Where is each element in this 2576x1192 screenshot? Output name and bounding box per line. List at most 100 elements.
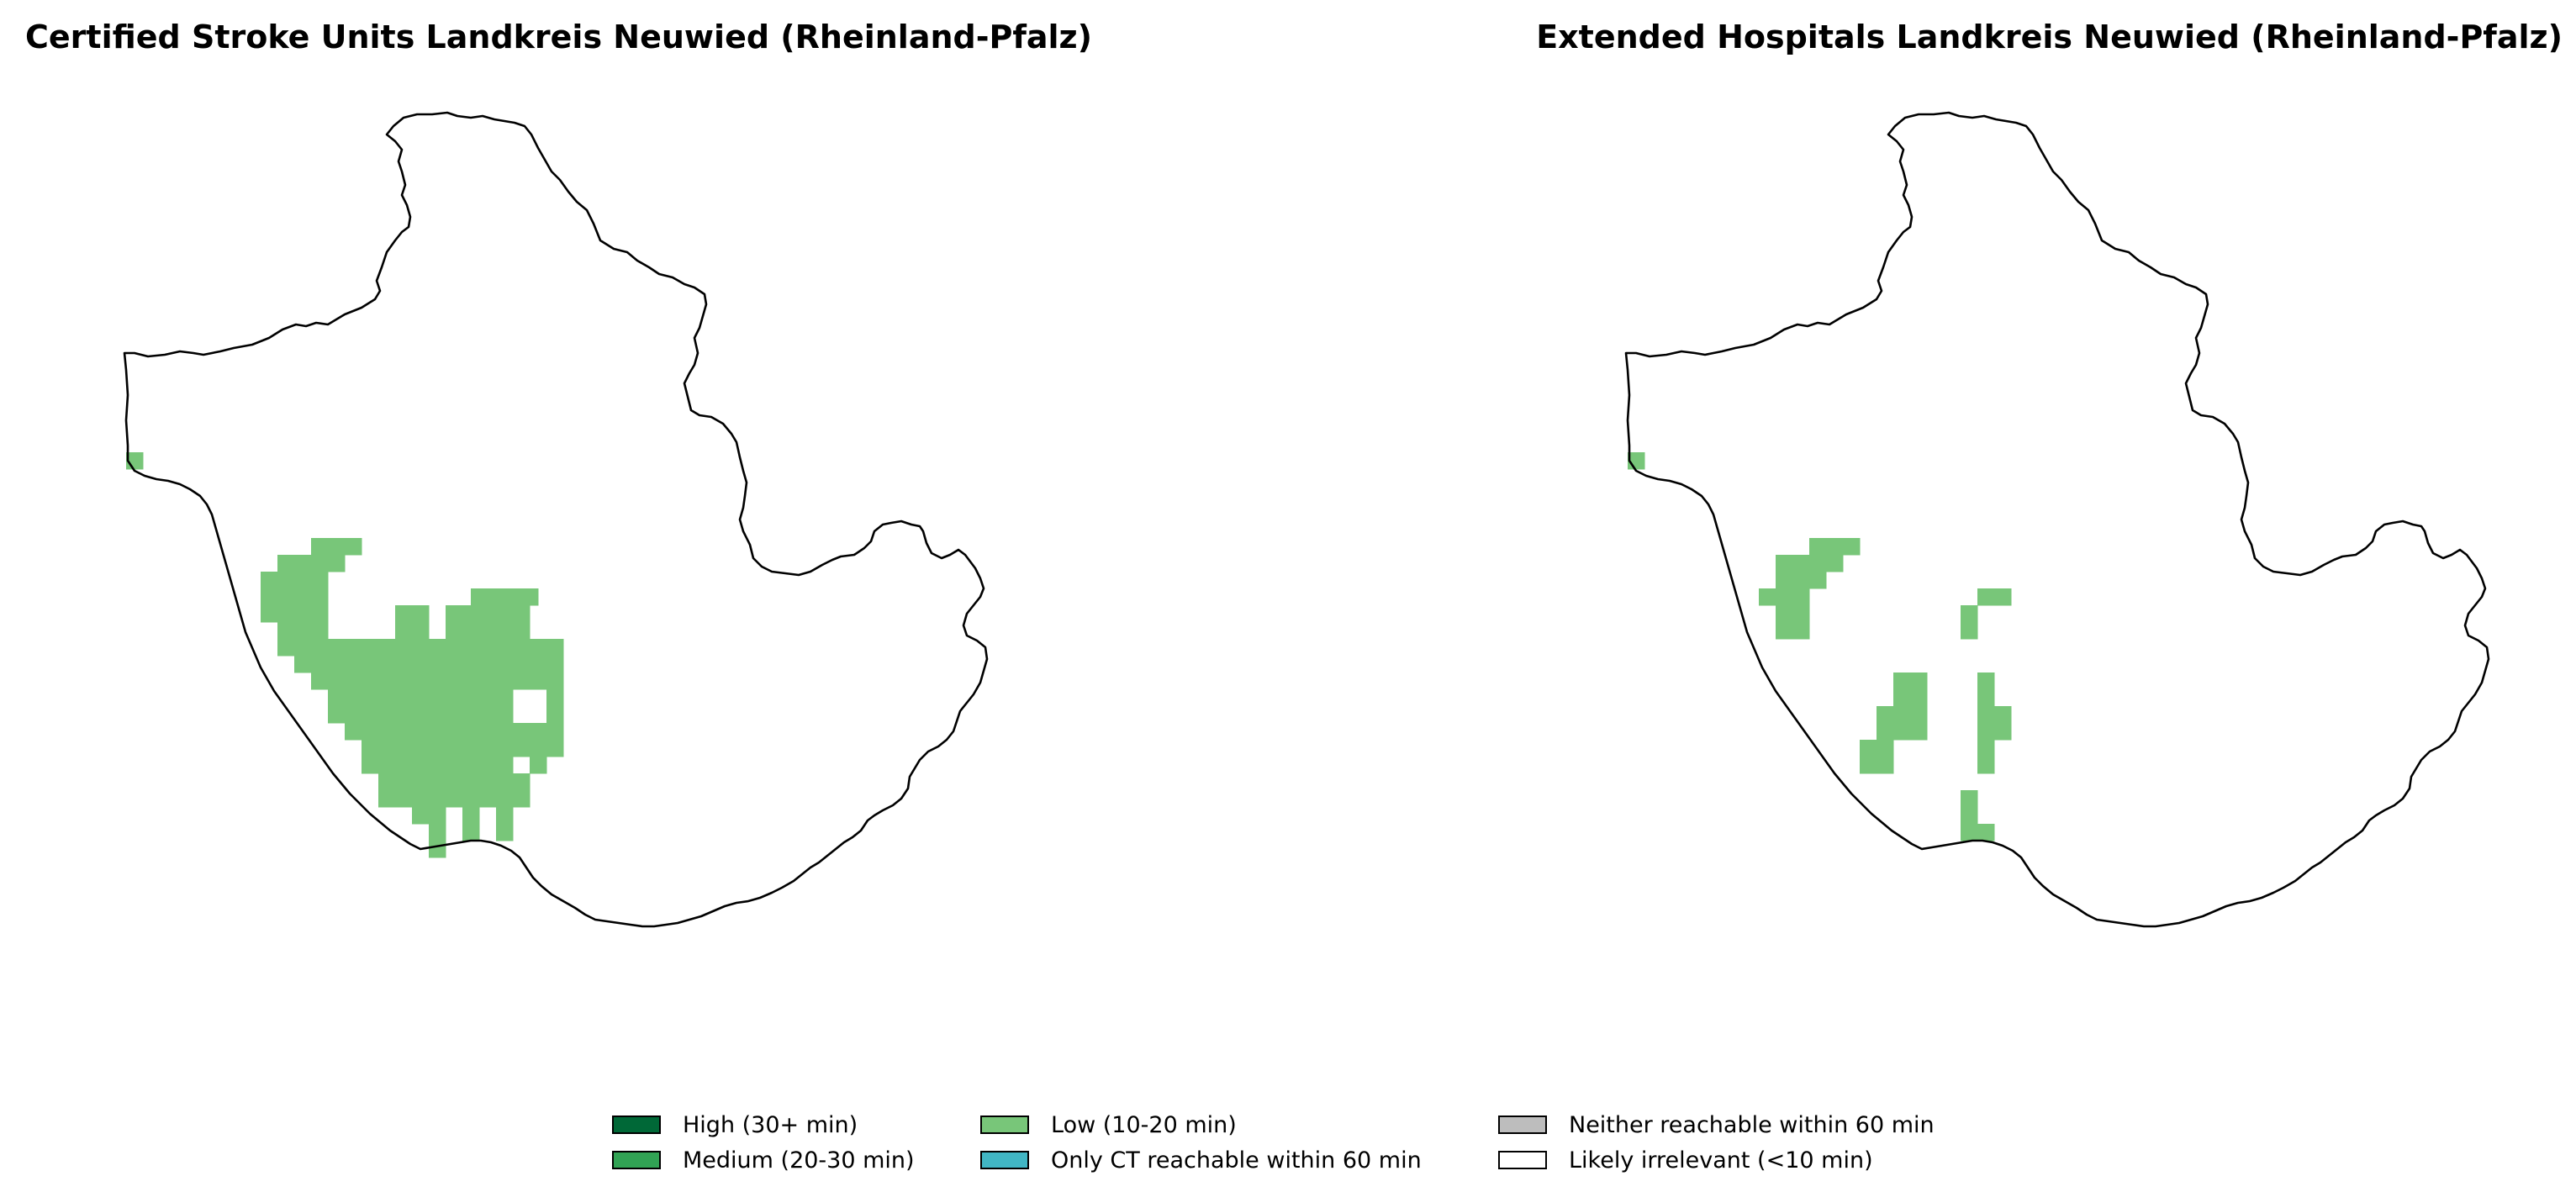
reachability-cell-low (1961, 605, 1978, 623)
reachability-cell-low (395, 639, 413, 657)
reachability-cell-low (294, 555, 312, 572)
reachability-cell-low (362, 723, 379, 741)
reachability-cell-low (504, 588, 522, 606)
reachability-cell-low (345, 538, 362, 556)
reachability-cell-low (1910, 706, 1928, 724)
reachability-cell-low (311, 639, 329, 657)
reachability-cell-low (429, 706, 446, 724)
reachability-cell-low (1792, 572, 1810, 589)
reachability-cell-low (294, 605, 312, 623)
reachability-cell-low (1776, 555, 1793, 572)
reachability-cell-low (412, 706, 430, 724)
legend-item-ct-only: Only CT reachable within 60 min (980, 1143, 1422, 1177)
reachability-cell-low (1994, 588, 2012, 606)
reachability-cell-low (446, 706, 463, 724)
reachability-cell-low (1977, 740, 1995, 757)
reachability-cell-low (462, 773, 480, 791)
legend-label-irrelevant: Likely irrelevant (<10 min) (1569, 1147, 1873, 1174)
reachability-cell-low (1776, 605, 1793, 623)
reachability-cell-low (462, 672, 480, 690)
reachability-cell-low (479, 656, 497, 673)
reachability-cell-low (395, 790, 413, 808)
reachability-cell-low (479, 773, 497, 791)
reachability-cell-low (1977, 689, 1995, 707)
reachability-cell-low (1910, 689, 1928, 707)
reachability-cell-low (378, 656, 396, 673)
reachability-cell-low (378, 723, 396, 741)
reachability-cell-low (311, 656, 329, 673)
reachability-cell-low (546, 723, 564, 741)
reachability-cell-low (1776, 622, 1793, 640)
legend-swatch-neither (1498, 1116, 1547, 1134)
reachability-cell-low (345, 723, 362, 741)
reachability-cell-low (261, 605, 278, 623)
reachability-cells-right (1628, 452, 2012, 841)
reachability-cell-low (378, 773, 396, 791)
reachability-cell-low (479, 706, 497, 724)
reachability-cell-low (446, 622, 463, 640)
legend-item-irrelevant: Likely irrelevant (<10 min) (1498, 1143, 1873, 1177)
reachability-cell-low (294, 622, 312, 640)
reachability-cell-low (345, 689, 362, 707)
reachability-cell-low (429, 807, 446, 825)
extended-hospitals-map (1624, 111, 2490, 928)
reachability-cell-low (429, 790, 446, 808)
reachability-cell-low (462, 639, 480, 657)
reachability-cell-low (1961, 824, 1978, 841)
reachability-cell-low (462, 807, 480, 825)
reachability-cell-low (530, 723, 547, 741)
reachability-cell-low (345, 706, 362, 724)
reachability-cell-low (378, 790, 396, 808)
legend-item-medium: Medium (20-30 min) (612, 1143, 915, 1177)
legend-label-ct-only: Only CT reachable within 60 min (1051, 1147, 1422, 1174)
reachability-cell-low (1910, 672, 1928, 690)
reachability-cell-low (446, 639, 463, 657)
reachability-cell-low (1843, 538, 1861, 556)
reachability-cell-low (311, 538, 329, 556)
reachability-cell-low (546, 740, 564, 757)
reachability-cell-low (1977, 757, 1995, 774)
reachability-cell-low (496, 773, 514, 791)
reachability-cell-low (446, 605, 463, 623)
reachability-cell-low (1809, 538, 1827, 556)
left-map-title: Certified Stroke Units Landkreis Neuwied… (25, 18, 1093, 55)
reachability-cell-low (412, 689, 430, 707)
reachability-cell-low (345, 639, 362, 657)
reachability-cell-low (446, 773, 463, 791)
reachability-cell-low (513, 723, 531, 741)
reachability-cell-low (395, 689, 413, 707)
reachability-cell-low (362, 672, 379, 690)
reachability-cell-low (1792, 622, 1810, 640)
legend-swatch-ct-only (980, 1151, 1029, 1169)
legend: High (30+ min) Medium (20-30 min) Low (1… (612, 1108, 2041, 1184)
reachability-cells-left (126, 452, 564, 858)
reachability-cell-low (429, 689, 446, 707)
stroke-units-map (123, 111, 989, 928)
reachability-cell-low (277, 622, 295, 640)
reachability-cell-low (496, 622, 514, 640)
reachability-cell-low (1809, 555, 1827, 572)
reachability-cell-low (345, 672, 362, 690)
reachability-cell-low (412, 656, 430, 673)
reachability-cell-low (311, 622, 329, 640)
reachability-cell-low (362, 689, 379, 707)
legend-item-high: High (30+ min) (612, 1108, 858, 1142)
reachability-cell-low (378, 706, 396, 724)
reachability-cell-low (1792, 605, 1810, 623)
reachability-cell-low (488, 588, 505, 606)
reachability-cell-low (345, 656, 362, 673)
reachability-cell-low (311, 605, 329, 623)
district-outline-left (123, 111, 989, 928)
reachability-cell-low (277, 572, 295, 589)
reachability-cell-low (1977, 672, 1995, 690)
reachability-cell-low (395, 706, 413, 724)
reachability-cell-low (521, 588, 539, 606)
legend-swatch-high (612, 1116, 661, 1134)
right-map-title: Extended Hospitals Landkreis Neuwied (Rh… (1536, 18, 2563, 55)
reachability-cell-low (462, 824, 480, 841)
reachability-cell-low (471, 588, 488, 606)
reachability-cell-low (1977, 824, 1995, 841)
reachability-cell-low (446, 740, 463, 757)
reachability-cell-low (513, 639, 531, 657)
reachability-cell-low (513, 656, 531, 673)
